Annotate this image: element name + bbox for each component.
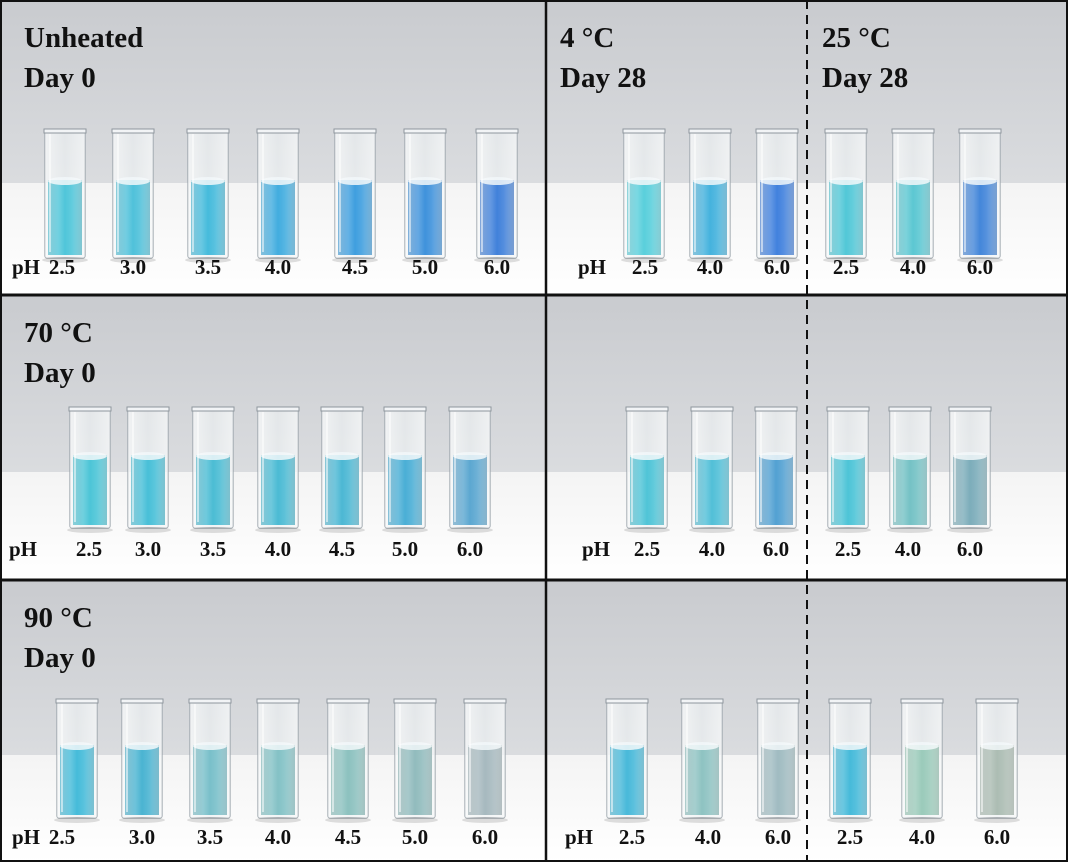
- cuvette-90c-middle-1: [679, 698, 725, 823]
- ph-label-unheated-left-3: 4.0: [264, 255, 292, 279]
- cuvette-unheated-left-6: [474, 128, 520, 263]
- cuvette-unheated-middle-0: [621, 128, 667, 263]
- ph-label-unheated-left-4: 4.5: [341, 255, 369, 279]
- cuvette-90c-left-3: [255, 698, 301, 823]
- cuvette-70c-right-2: [947, 406, 993, 533]
- ph-label-70c-left-6: 6.0: [456, 537, 484, 561]
- cuvette-90c-left-0: [54, 698, 100, 823]
- cuvette-unheated-right-2: [957, 128, 1003, 263]
- ph-label-90c-left-0: 2.5: [48, 825, 76, 849]
- cuvette-70c-middle-1: [689, 406, 735, 533]
- ph-label-unheated-right-1: 4.0: [899, 255, 927, 279]
- ph-prefix-70c-left: pH: [9, 537, 38, 561]
- ph-label-90c-middle-1: 4.0: [694, 825, 722, 849]
- cuvette-70c-left-3: [255, 406, 301, 533]
- ph-prefix-unheated-middle: pH: [578, 255, 607, 279]
- cuvette-70c-middle-0: [624, 406, 670, 533]
- panel-title-70c: 70 °C: [24, 317, 93, 349]
- cuvette-90c-left-6: [462, 698, 508, 823]
- ph-label-unheated-middle-1: 4.0: [696, 255, 724, 279]
- ph-label-unheated-left-2: 3.5: [194, 255, 222, 279]
- ph-prefix-unheated-left: pH: [12, 255, 41, 279]
- cuvette-unheated-left-4: [332, 128, 378, 263]
- panel-subtitle-70c: Day 0: [24, 357, 96, 389]
- ph-label-unheated-left-6: 6.0: [483, 255, 511, 279]
- cuvette-70c-middle-2: [753, 406, 799, 533]
- cuvette-unheated-left-2: [185, 128, 231, 263]
- ph-label-70c-middle-2: 6.0: [762, 537, 790, 561]
- ph-label-70c-middle-1: 4.0: [698, 537, 726, 561]
- middle-title-unheated: 4 °C: [560, 22, 615, 54]
- ph-label-70c-left-0: 2.5: [75, 537, 103, 561]
- panel-subtitle-unheated: Day 0: [24, 62, 96, 94]
- panel-title-unheated: Unheated: [24, 22, 144, 54]
- cuvette-70c-left-0: [67, 406, 113, 533]
- ph-label-90c-right-1: 4.0: [908, 825, 936, 849]
- cuvette-70c-left-6: [447, 406, 493, 533]
- ph-label-90c-left-1: 3.0: [128, 825, 156, 849]
- ph-label-90c-left-3: 4.0: [264, 825, 292, 849]
- cuvette-70c-right-0: [825, 406, 871, 533]
- ph-label-90c-right-0: 2.5: [836, 825, 864, 849]
- ph-prefix-90c-middle: pH: [565, 825, 594, 849]
- cuvette-90c-right-2: [974, 698, 1020, 823]
- ph-label-90c-middle-2: 6.0: [764, 825, 792, 849]
- ph-label-70c-left-4: 4.5: [328, 537, 356, 561]
- cuvette-70c-left-5: [382, 406, 428, 533]
- middle-subtitle-unheated: Day 28: [560, 62, 647, 94]
- ph-label-90c-left-2: 3.5: [196, 825, 224, 849]
- right-title-unheated: 25 °C: [822, 22, 891, 54]
- cuvette-90c-middle-0: [604, 698, 650, 823]
- right-subtitle-unheated: Day 28: [822, 62, 909, 94]
- cuvette-unheated-left-0: [42, 128, 88, 263]
- cuvette-90c-middle-2: [755, 698, 801, 823]
- cuvette-70c-left-1: [125, 406, 171, 533]
- cuvette-unheated-right-1: [890, 128, 936, 263]
- ph-label-90c-left-6: 6.0: [471, 825, 499, 849]
- ph-label-unheated-middle-2: 6.0: [763, 255, 791, 279]
- ph-label-unheated-left-1: 3.0: [119, 255, 147, 279]
- cuvette-90c-right-1: [899, 698, 945, 823]
- ph-label-70c-left-1: 3.0: [134, 537, 162, 561]
- ph-label-70c-left-2: 3.5: [199, 537, 227, 561]
- cuvette-unheated-left-5: [402, 128, 448, 263]
- cuvette-70c-right-1: [887, 406, 933, 533]
- cuvette-unheated-left-3: [255, 128, 301, 263]
- ph-prefix-70c-middle: pH: [582, 537, 611, 561]
- ph-label-unheated-left-0: 2.5: [48, 255, 76, 279]
- cuvette-90c-left-5: [392, 698, 438, 823]
- ph-label-70c-left-3: 4.0: [264, 537, 292, 561]
- ph-label-70c-right-2: 6.0: [956, 537, 984, 561]
- ph-label-70c-left-5: 5.0: [391, 537, 419, 561]
- cuvette-90c-left-2: [187, 698, 233, 823]
- cuvette-90c-left-1: [119, 698, 165, 823]
- cuvette-90c-right-0: [827, 698, 873, 823]
- cuvette-70c-left-2: [190, 406, 236, 533]
- cuvette-unheated-left-1: [110, 128, 156, 263]
- cuvette-unheated-middle-2: [754, 128, 800, 263]
- panel-title-90c: 90 °C: [24, 602, 93, 634]
- ph-label-90c-left-5: 5.0: [401, 825, 429, 849]
- ph-label-unheated-middle-0: 2.5: [631, 255, 659, 279]
- cuvette-unheated-middle-1: [687, 128, 733, 263]
- cuvette-90c-left-4: [325, 698, 371, 823]
- ph-label-unheated-right-2: 6.0: [966, 255, 994, 279]
- ph-label-90c-middle-0: 2.5: [618, 825, 646, 849]
- cuvette-70c-left-4: [319, 406, 365, 533]
- cuvette-unheated-right-0: [823, 128, 869, 263]
- ph-label-90c-right-2: 6.0: [983, 825, 1011, 849]
- ph-label-90c-left-4: 4.5: [334, 825, 362, 849]
- ph-label-70c-right-1: 4.0: [894, 537, 922, 561]
- ph-label-70c-right-0: 2.5: [834, 537, 862, 561]
- ph-label-70c-middle-0: 2.5: [633, 537, 661, 561]
- ph-label-unheated-right-0: 2.5: [832, 255, 860, 279]
- ph-prefix-90c-left: pH: [12, 825, 41, 849]
- panel-subtitle-90c: Day 0: [24, 642, 96, 674]
- ph-label-unheated-left-5: 5.0: [411, 255, 439, 279]
